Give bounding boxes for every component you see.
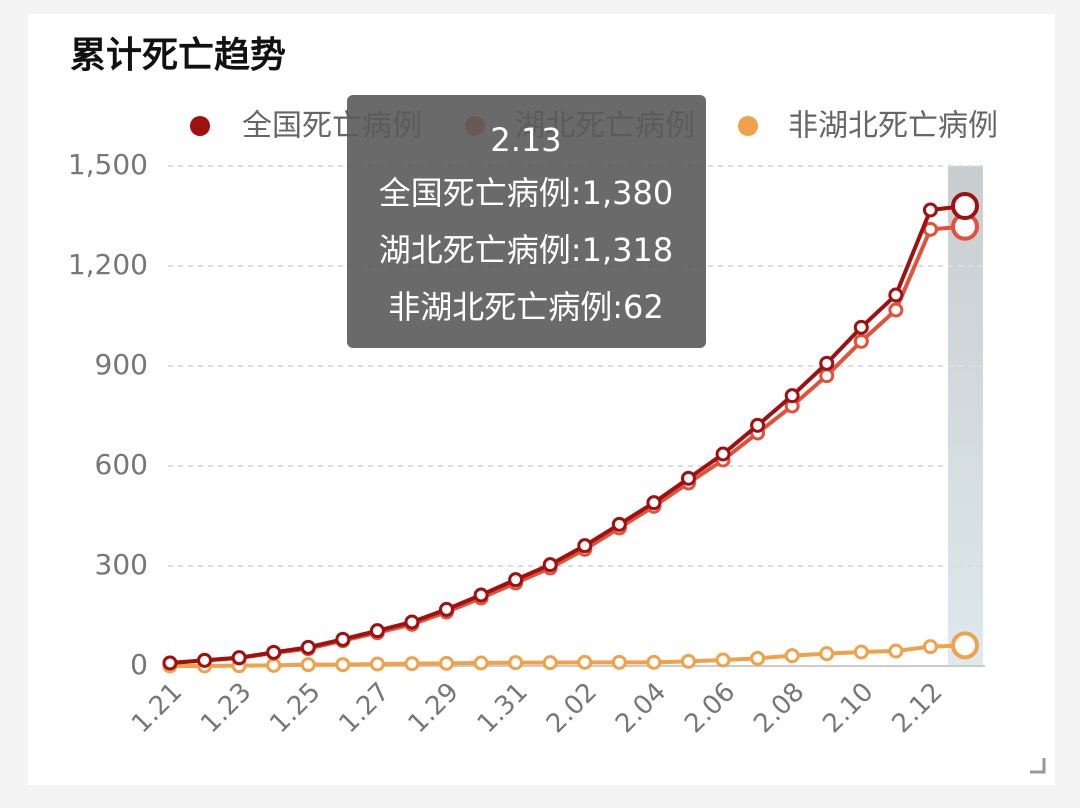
data-point [922,202,938,218]
data-point [439,655,455,671]
data-point [784,648,800,664]
data-point [439,601,455,617]
data-point [300,639,316,655]
resize-handle [1030,758,1046,774]
data-point [819,646,835,662]
data-point [369,623,385,639]
y-tick-label: 900 [95,348,148,381]
data-point [819,355,835,371]
data-point [404,614,420,630]
data-point [646,654,662,670]
tooltip-row: 非湖北死亡病例:62 [388,288,664,326]
legend-marker [190,116,210,136]
data-point [577,654,593,670]
data-point [853,333,869,349]
data-point [162,655,178,671]
y-tick-label: 0 [130,648,148,681]
data-point [715,446,731,462]
data-point [611,516,627,532]
hover-column [948,166,983,666]
chart-title: 累计死亡趋势 [70,35,286,76]
data-point [750,417,766,433]
tooltip-title: 2.13 [490,121,561,159]
data-point [197,652,213,668]
data-point [646,495,662,511]
data-point [888,302,904,318]
data-point [750,650,766,666]
data-point [404,656,420,672]
data-point [335,631,351,647]
data-point [542,557,558,573]
data-point [680,653,696,669]
data-point [853,319,869,335]
data-point [335,657,351,673]
data-point [951,192,979,220]
data-point [715,652,731,668]
data-point [266,657,282,673]
data-point [680,470,696,486]
y-tick-label: 1,500 [68,148,148,181]
data-point [266,644,282,660]
data-point [853,644,869,660]
data-point [508,572,524,588]
tooltip-row: 湖北死亡病例:1,318 [379,231,673,269]
y-tick-label: 300 [95,548,148,581]
data-point [888,643,904,659]
data-point [473,587,489,603]
legend-marker [738,116,758,136]
data-point [819,368,835,384]
data-point [784,388,800,404]
data-point [542,655,558,671]
y-tick-label: 1,200 [68,248,148,281]
data-point [473,655,489,671]
tooltip-box [347,95,706,348]
y-tick-label: 600 [95,448,148,481]
data-point [231,650,247,666]
tooltip-row: 全国死亡病例:1,380 [379,174,673,212]
data-point [369,656,385,672]
data-point [922,639,938,655]
data-point [611,654,627,670]
data-point [951,631,979,660]
data-point [508,655,524,671]
data-point [577,538,593,554]
legend-label: 非湖北死亡病例 [788,109,998,144]
data-point [888,287,904,303]
data-point [300,657,316,673]
